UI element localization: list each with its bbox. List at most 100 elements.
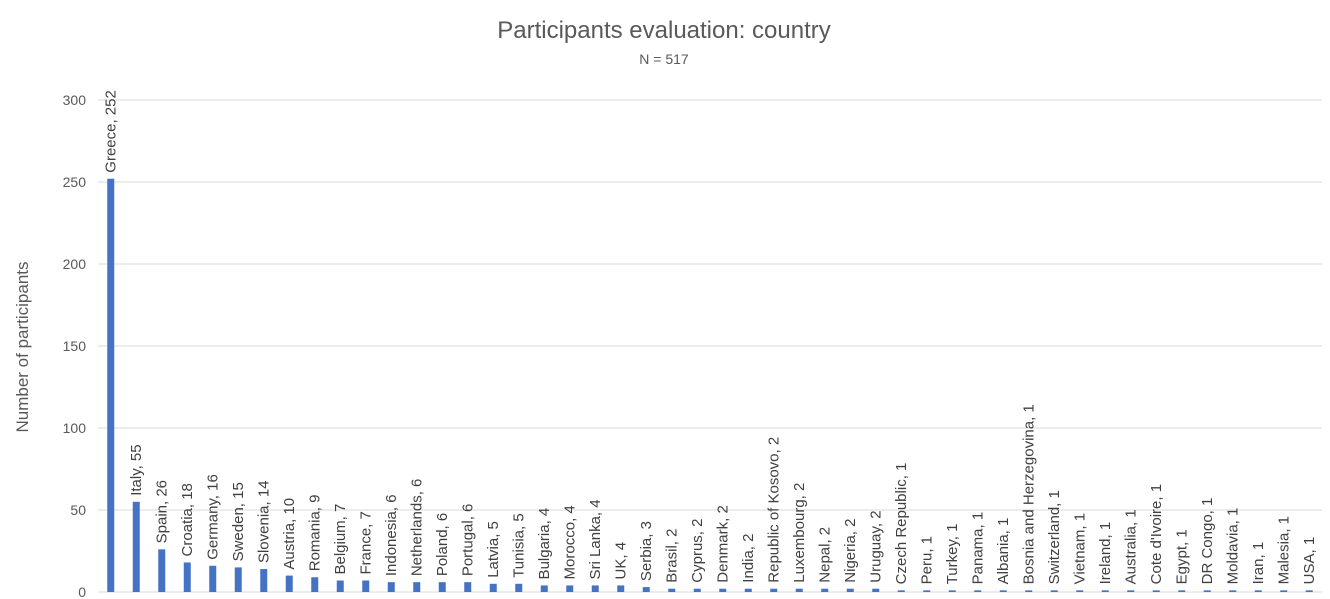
bar-9 (336, 580, 344, 592)
y-axis-ticks: 0 50 100 150 200 250 300 (63, 92, 87, 599)
y-tick-label: 150 (63, 338, 87, 354)
data-label: France, 7 (358, 511, 375, 574)
data-label: Luxembourg, 2 (791, 483, 808, 583)
data-label: Austria, 10 (281, 498, 298, 570)
gridlines (98, 99, 1322, 593)
data-label: Nepal, 2 (817, 527, 834, 583)
bar-25 (744, 588, 752, 592)
bar-38 (1076, 590, 1084, 592)
data-label: Albania, 1 (995, 518, 1012, 585)
data-label: India, 2 (740, 534, 757, 583)
data-label: Brasil, 2 (664, 529, 681, 583)
bar-4 (209, 565, 217, 592)
y-tick-label: 300 (63, 92, 87, 108)
bar-23 (693, 588, 701, 592)
data-label: Turkey, 1 (944, 524, 961, 585)
bar-2 (158, 549, 166, 592)
data-label: Nigeria, 2 (842, 519, 859, 583)
data-label: Denmark, 2 (715, 505, 732, 583)
data-label: Tunisia, 5 (511, 513, 528, 577)
bar-32 (923, 590, 931, 592)
data-label: DR Congo, 1 (1199, 498, 1216, 585)
bar-39 (1101, 590, 1109, 592)
data-label: Cote d'Ivoire, 1 (1148, 484, 1165, 584)
bar-31 (897, 590, 905, 592)
data-label: Italy, 55 (128, 444, 145, 495)
data-label: Greece, 252 (103, 90, 120, 173)
data-label: Latvia, 5 (485, 521, 502, 578)
data-label: Vietnam, 1 (1072, 513, 1089, 584)
bar-5 (234, 567, 242, 592)
bar-1 (132, 501, 140, 592)
bar-36 (1025, 590, 1033, 592)
bar-10 (362, 580, 370, 592)
data-label: Poland, 6 (434, 513, 451, 576)
bar-3 (183, 562, 191, 592)
data-label: Switzerland, 1 (1046, 490, 1063, 584)
data-label: Serbia, 3 (638, 521, 655, 581)
data-label: Indonesia, 6 (383, 494, 400, 576)
data-label: Germany, 16 (205, 474, 222, 560)
data-label: Cyprus, 2 (689, 519, 706, 583)
data-label: Netherlands, 6 (409, 479, 426, 577)
bar-42 (1178, 590, 1186, 592)
bar-41 (1152, 590, 1160, 592)
data-label: Republic of Kosovo, 2 (766, 437, 783, 583)
bar-11 (387, 582, 395, 592)
bar-24 (719, 588, 727, 592)
y-tick-label: 200 (63, 256, 87, 272)
bar-30 (872, 588, 880, 592)
data-label: Australia, 1 (1123, 509, 1140, 584)
y-tick-label: 100 (63, 420, 87, 436)
chart-title: Participants evaluation: country (497, 17, 831, 44)
data-label: Bulgaria, 4 (536, 508, 553, 580)
bar-45 (1254, 590, 1262, 592)
bar-16 (515, 583, 523, 592)
bar-21 (642, 587, 650, 592)
bar-43 (1203, 590, 1211, 592)
bar-33 (948, 590, 956, 592)
data-label: Panama, 1 (970, 512, 987, 585)
data-label: Egypt, 1 (1174, 529, 1191, 584)
data-label: Sri Lanka, 4 (587, 499, 604, 579)
data-label: Spain, 26 (154, 480, 171, 543)
data-labels: Greece, 252 Italy, 55 Spain, 26 Croatia, 18… (103, 90, 1319, 584)
bar-22 (668, 588, 676, 592)
bar-26 (770, 588, 778, 592)
bar-7 (285, 575, 293, 592)
bar-34 (974, 590, 982, 592)
data-label: Portugal, 6 (460, 504, 477, 577)
data-label: Ireland, 1 (1097, 522, 1114, 585)
y-tick-label: 0 (78, 584, 86, 599)
chart-subtitle: N = 517 (639, 51, 689, 67)
data-label: Uruguay, 2 (868, 510, 885, 582)
data-label: Slovenia, 14 (256, 480, 273, 563)
bar-12 (413, 582, 421, 592)
bar-8 (311, 577, 319, 592)
bar-46 (1280, 590, 1288, 592)
data-label: Sweden, 15 (230, 482, 247, 561)
data-label: Belgium, 7 (332, 504, 349, 575)
data-label: UK, 4 (613, 542, 630, 580)
data-label: Malesia, 1 (1276, 516, 1293, 584)
bar-15 (489, 583, 497, 592)
data-label: Croatia, 18 (179, 483, 196, 556)
bar-13 (438, 582, 446, 592)
bar-40 (1127, 590, 1135, 592)
data-label: Moldavia, 1 (1225, 508, 1242, 585)
data-label: Romania, 9 (307, 495, 324, 572)
data-label: Bosnia and Herzegovina, 1 (1021, 404, 1038, 584)
data-label: Iran, 1 (1250, 542, 1267, 585)
bar-14 (464, 582, 472, 592)
bars (107, 178, 1313, 592)
bar-0 (107, 178, 115, 592)
bar-20 (617, 585, 625, 592)
bar-44 (1229, 590, 1237, 592)
data-label: USA, 1 (1301, 537, 1318, 585)
y-tick-label: 50 (70, 502, 86, 518)
bar-17 (540, 585, 548, 592)
y-axis-label: Number of participants (13, 261, 32, 432)
bar-18 (566, 585, 574, 592)
bar-47 (1305, 590, 1313, 592)
y-tick-label: 250 (63, 174, 87, 190)
